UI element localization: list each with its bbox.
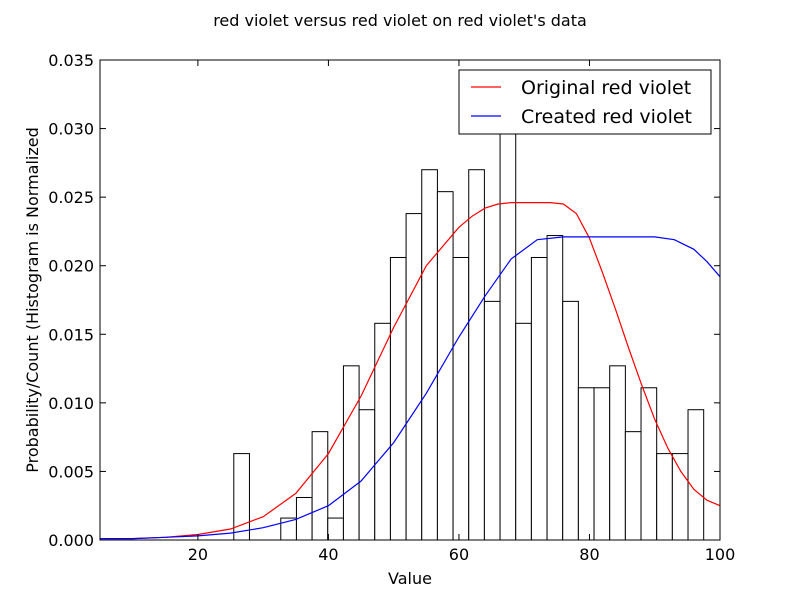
histogram-bar	[342, 365, 360, 541]
histogram-bar	[389, 256, 407, 541]
histogram-bar	[640, 387, 658, 541]
y-tick-label: 0.035	[48, 51, 94, 70]
x-tick-label: 20	[188, 545, 208, 564]
histogram-bar	[546, 235, 564, 541]
x-tick-label: 60	[449, 545, 469, 564]
histogram-bar	[483, 300, 501, 541]
series-line-created	[100, 236, 720, 540]
histogram-bar	[327, 517, 344, 541]
y-axis-label: Probability/Count (Histogram is Normaliz…	[23, 127, 42, 473]
histogram-bar	[499, 128, 517, 541]
x-tick-label: 40	[318, 545, 338, 564]
y-tick-label: 0.020	[48, 257, 94, 276]
plot-area-frame	[99, 59, 721, 541]
histogram-bar	[405, 213, 423, 541]
histogram-bar	[609, 365, 626, 541]
chart-title: red violet versus red violet on red viol…	[213, 11, 587, 30]
y-tick-label: 0.005	[48, 462, 94, 481]
histogram-bar	[311, 431, 329, 541]
histogram-bar	[577, 387, 595, 541]
series-lines	[100, 202, 720, 540]
series-line-original	[100, 202, 720, 540]
histogram-bar	[562, 300, 579, 541]
x-axis-label: Value	[388, 569, 432, 588]
histogram-bar	[452, 256, 470, 541]
histogram-bar	[421, 169, 438, 541]
histogram-bar	[656, 453, 673, 541]
legend-label: Created red violet	[521, 106, 692, 128]
y-tick-label: 0.000	[48, 531, 94, 550]
histogram-bar	[687, 409, 705, 541]
histogram-bar	[468, 169, 485, 541]
y-tick-label: 0.010	[48, 394, 94, 413]
x-tick-label: 100	[705, 545, 736, 564]
x-tick-label: 80	[579, 545, 599, 564]
legend: Original red violet Created red violet	[458, 69, 712, 135]
histogram-bar	[671, 453, 689, 541]
histogram-bars	[233, 128, 705, 541]
legend-box	[458, 69, 712, 135]
histogram-bar	[374, 322, 391, 541]
legend-label: Original red violet	[521, 77, 691, 99]
y-tick-label: 0.015	[48, 325, 94, 344]
y-tick-label: 0.030	[48, 120, 94, 139]
histogram-bar	[530, 256, 548, 541]
histogram-bar	[593, 387, 611, 541]
axis-ticks: 20 40 60 80 100 0.000 0.005 0.010 0.015 0.020 0.02…	[48, 51, 735, 564]
y-tick-label: 0.025	[48, 188, 94, 207]
histogram-bar	[515, 322, 532, 541]
histogram-bar	[624, 431, 642, 541]
